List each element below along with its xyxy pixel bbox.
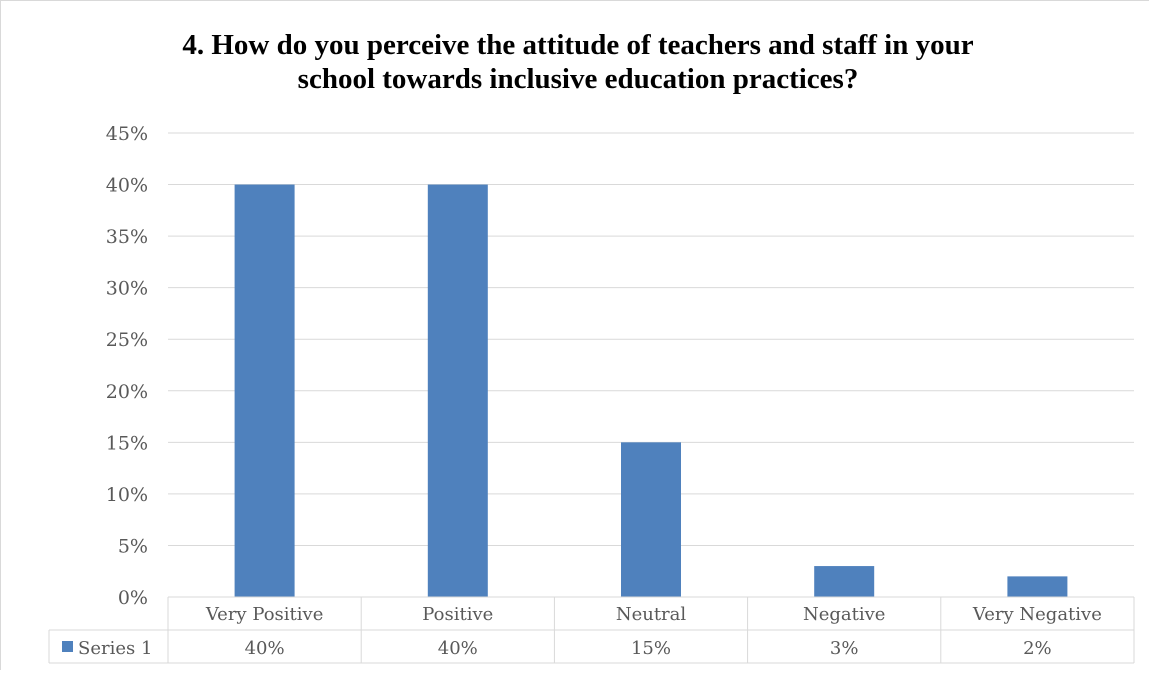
legend-swatch: [62, 641, 73, 652]
bar: [234, 184, 295, 598]
y-tick-label: 5%: [118, 535, 148, 557]
x-category-label: Very Positive: [205, 604, 324, 625]
y-axis: 0% 5% 10% 15% 20% 25% 30% 35% 40% 45%: [106, 123, 148, 609]
x-category-label: Negative: [803, 604, 885, 625]
y-tick-label: 30%: [106, 278, 148, 300]
bars: [234, 184, 1068, 598]
table-value-cell: 40%: [438, 638, 478, 659]
y-tick-label: 40%: [106, 175, 148, 197]
y-tick-label: 35%: [106, 226, 148, 248]
table-value-cell: 2%: [1023, 638, 1052, 659]
bar: [1007, 576, 1068, 597]
x-category-label: Positive: [422, 604, 493, 625]
data-table: Very Positive 40% Positive 40% Neutral 15% Neg…: [48, 596, 1135, 664]
legend-series-label: Series 1: [78, 638, 152, 659]
x-category-label: Very Negative: [972, 604, 1102, 625]
table-value-cell: 40%: [245, 638, 285, 659]
y-tick-label: 45%: [106, 123, 148, 145]
y-tick-label: 15%: [106, 432, 148, 454]
x-category-label: Neutral: [616, 604, 687, 625]
chart-title-line-2: school towards inclusive education pract…: [297, 63, 859, 95]
y-tick-label: 10%: [106, 484, 148, 506]
y-tick-label: 0%: [118, 587, 148, 609]
bar: [814, 566, 875, 597]
y-tick-label: 20%: [106, 381, 148, 403]
chart-title-line-1: 4. How do you perceive the attitude of t…: [182, 29, 974, 61]
y-tick-label: 25%: [106, 329, 148, 351]
table-value-cell: 3%: [830, 638, 859, 659]
chart-title: 4. How do you perceive the attitude of t…: [0, 28, 1156, 96]
table-value-cell: 15%: [631, 638, 671, 659]
bar: [621, 442, 681, 597]
bar: [427, 184, 488, 598]
